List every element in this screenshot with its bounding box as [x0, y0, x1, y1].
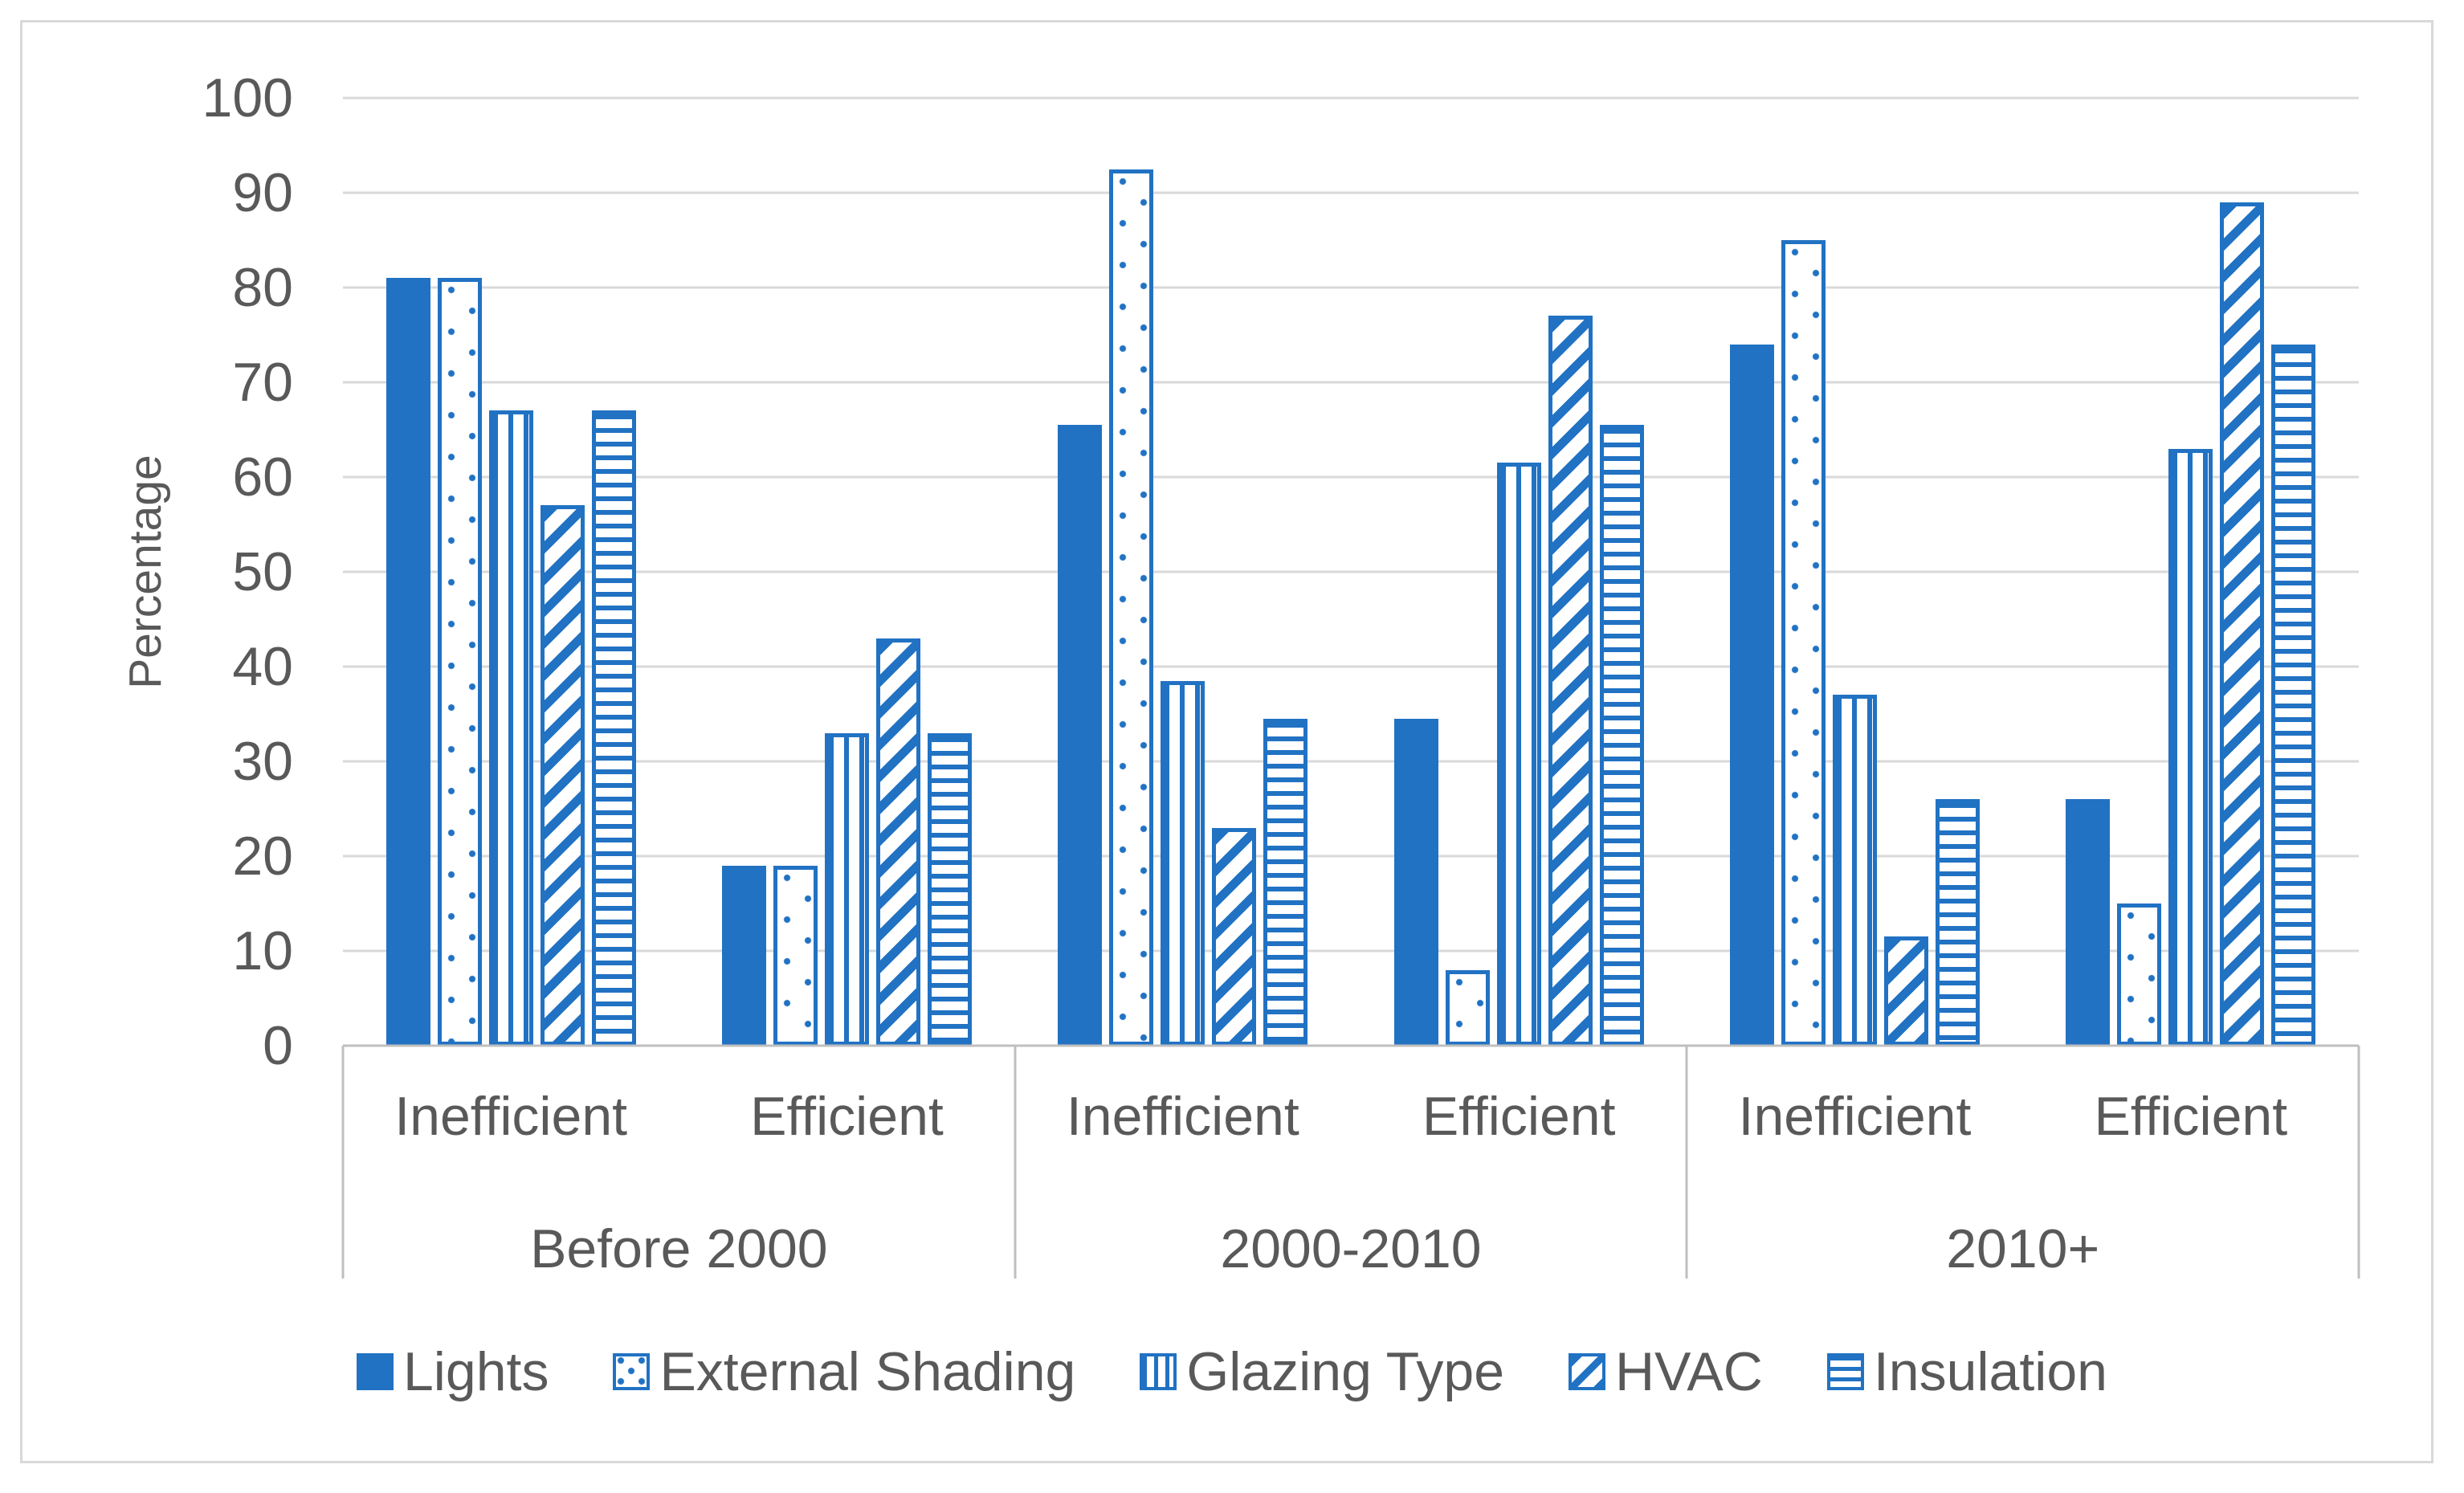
category-label-efficient: Efficient: [2094, 1086, 2288, 1147]
gridline: [343, 286, 2359, 289]
y-tick-label: 100: [202, 67, 293, 128]
category-divider: [1014, 1046, 1017, 1279]
bar-external-shading: [1445, 969, 1490, 1046]
gridline: [343, 381, 2359, 384]
bar-insulation: [928, 732, 973, 1046]
plot-area: [343, 96, 2359, 1047]
gridline: [343, 570, 2359, 573]
bar-lights: [722, 865, 767, 1046]
bar-insulation: [1263, 718, 1308, 1046]
bar-glazing-type: [1496, 463, 1541, 1046]
bar-hvac: [1548, 316, 1593, 1046]
bar-lights: [1058, 425, 1103, 1046]
bar-cluster-efficient: [679, 98, 1014, 1046]
bar-hvac: [2220, 202, 2265, 1046]
legend-swatch-lights-icon: [356, 1353, 394, 1390]
bar-cluster-efficient: [1351, 98, 1687, 1046]
bar-external-shading: [437, 278, 482, 1046]
y-tick-label: 40: [232, 636, 293, 697]
legend: Lights External Shading Glazing Type HVAC In…: [0, 1317, 2464, 1426]
bar-external-shading: [1109, 169, 1154, 1046]
bar-glazing-type: [1161, 680, 1205, 1046]
legend-label: External Shading: [659, 1341, 1076, 1402]
year-label: 2010+: [1946, 1218, 2100, 1279]
bar-cluster-efficient: [2023, 98, 2359, 1046]
bar-group-before-2000: [343, 98, 1015, 1046]
gridline: [343, 96, 2359, 100]
legend-label: Insulation: [1873, 1341, 2107, 1402]
y-tick-label: 10: [232, 920, 293, 981]
bar-glazing-type: [1833, 695, 1878, 1046]
category-label-efficient: Efficient: [750, 1086, 944, 1147]
category-label-inefficient: Inefficient: [1738, 1086, 1972, 1147]
category-label-inefficient: Inefficient: [1066, 1086, 1299, 1147]
bar-lights: [1730, 344, 1775, 1046]
legend-swatch-hvac-icon: [1569, 1353, 1606, 1390]
y-tick-label: 80: [232, 257, 293, 318]
legend-swatch-glazing-type-icon: [1140, 1353, 1177, 1390]
bar-insulation: [1936, 799, 1981, 1046]
bar-glazing-type: [825, 732, 870, 1046]
bar-group-2010-: [1687, 98, 2359, 1046]
y-tick-label: 50: [232, 541, 293, 602]
bar-hvac: [1212, 827, 1257, 1046]
legend-swatch-insulation-icon: [1826, 1353, 1864, 1390]
gridline: [343, 475, 2359, 479]
category-divider: [1685, 1046, 1688, 1279]
bar-lights: [386, 278, 430, 1046]
gridline: [343, 855, 2359, 858]
category-row-subgroups: Inefficient Efficient Inefficient Efficient…: [343, 1088, 2359, 1144]
category-label-efficient: Efficient: [1422, 1086, 1616, 1147]
y-tick-label: 0: [263, 1015, 293, 1076]
legend-item-insulation: Insulation: [1826, 1341, 2107, 1402]
year-label: Before 2000: [530, 1218, 828, 1279]
category-axis: Inefficient Efficient Inefficient Efficient…: [341, 1046, 2360, 1280]
legend-swatch-external-shading-icon: [613, 1353, 651, 1390]
y-axis-title: Percentage: [120, 455, 171, 689]
bar-external-shading: [1781, 240, 1826, 1046]
y-tick-label: 90: [232, 162, 293, 223]
bar-cluster-inefficient: [1687, 98, 2022, 1046]
bar-group-2000-2010: [1015, 98, 1687, 1046]
legend-item-hvac: HVAC: [1569, 1344, 1763, 1400]
legend-label: Glazing Type: [1186, 1341, 1505, 1402]
gridline: [343, 760, 2359, 763]
category-row-years: Before 2000 2000-2010 2010+: [343, 1221, 2359, 1277]
y-tick-label: 30: [232, 731, 293, 792]
bar-lights: [1393, 718, 1438, 1046]
y-axis-tick-labels: 0 10 20 30 40 50 60 70 80 90 100: [0, 0, 293, 1493]
bar-glazing-type: [488, 410, 533, 1046]
y-tick-label: 70: [232, 352, 293, 413]
bar-lights: [2066, 799, 2111, 1046]
legend-item-lights: Lights: [356, 1341, 549, 1402]
bar-hvac: [540, 505, 585, 1046]
gridline: [343, 949, 2359, 953]
y-tick-label: 20: [232, 826, 293, 887]
category-divider: [2357, 1046, 2360, 1279]
legend-label: HVAC: [1615, 1341, 1763, 1402]
category-label-inefficient: Inefficient: [394, 1086, 628, 1147]
bar-external-shading: [773, 865, 818, 1046]
bar-insulation: [1599, 425, 1644, 1046]
bar-hvac: [1884, 936, 1929, 1046]
y-tick-label: 60: [232, 447, 293, 508]
bar-cluster-inefficient: [343, 98, 679, 1046]
year-label: 2000-2010: [1220, 1218, 1482, 1279]
gridline: [343, 191, 2359, 194]
bar-insulation: [2271, 344, 2316, 1046]
legend-label: Lights: [402, 1341, 549, 1402]
legend-item-external-shading: External Shading: [613, 1344, 1075, 1400]
bar-cluster-inefficient: [1015, 98, 1351, 1046]
bar-glazing-type: [2168, 448, 2213, 1046]
legend-item-glazing-type: Glazing Type: [1140, 1344, 1504, 1400]
x-axis-line: [343, 1044, 2359, 1047]
bar-insulation: [591, 410, 636, 1046]
bars-layer: [343, 98, 2359, 1046]
category-divider: [341, 1046, 345, 1279]
bar-external-shading: [2117, 904, 2162, 1046]
bar-hvac: [876, 638, 921, 1046]
gridline: [343, 665, 2359, 668]
